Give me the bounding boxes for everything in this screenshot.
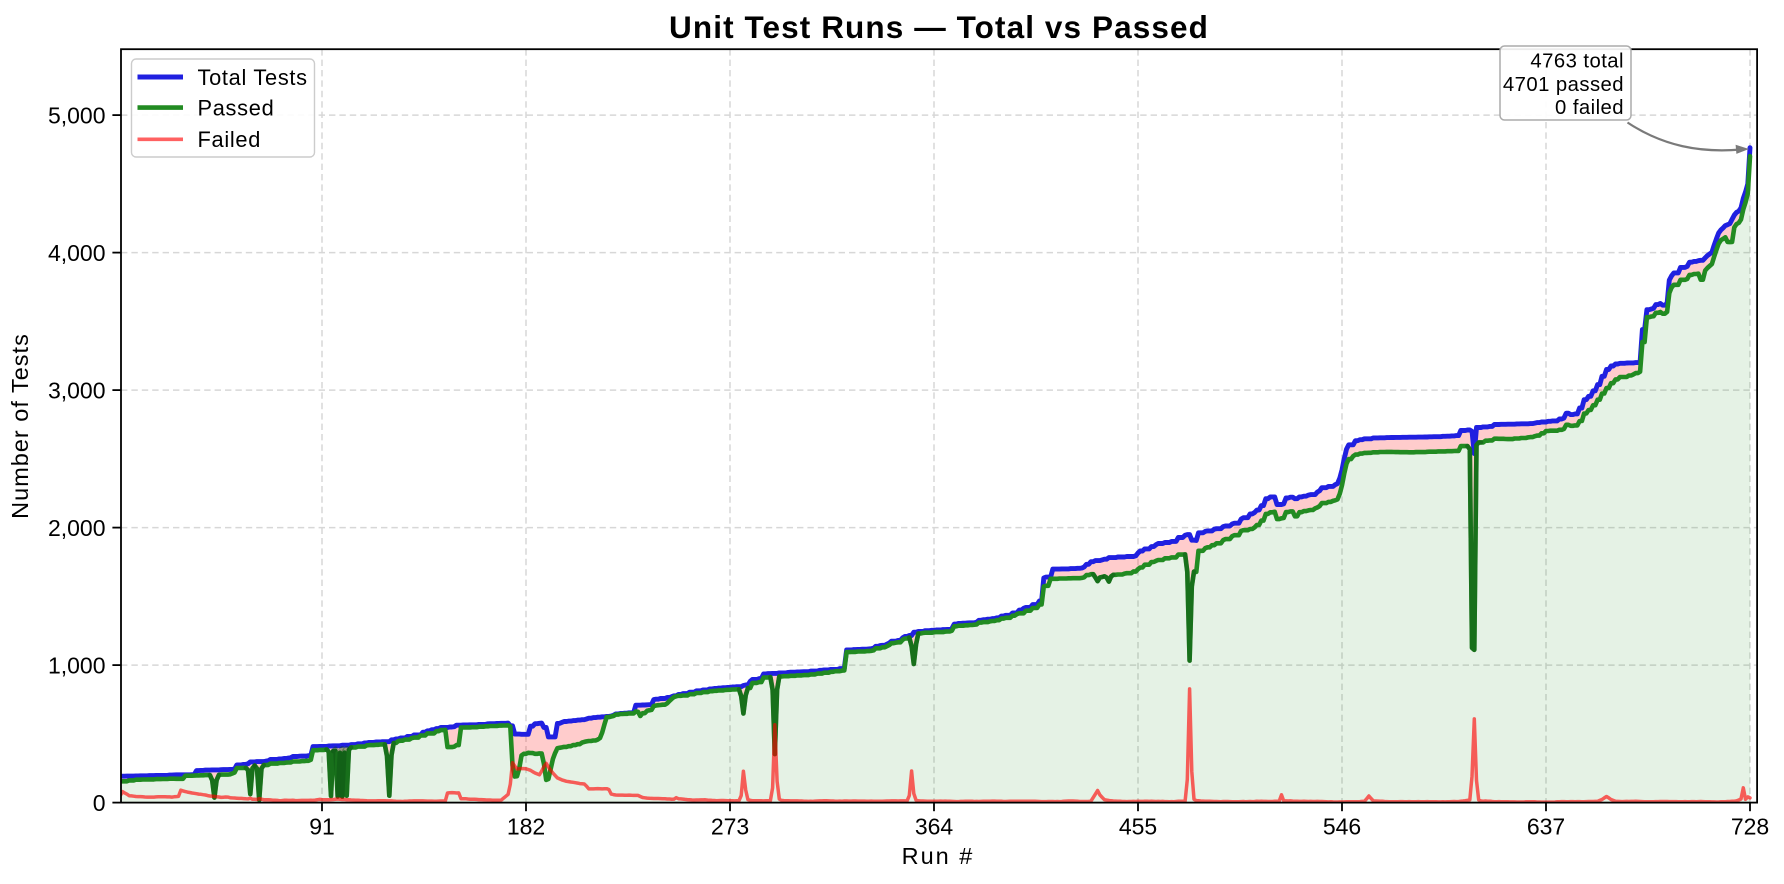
svg-text:4701 passed: 4701 passed: [1503, 74, 1624, 96]
svg-text:455: 455: [1119, 814, 1157, 840]
svg-text:Run #: Run #: [902, 843, 975, 869]
svg-text:273: 273: [711, 814, 749, 840]
svg-text:4,000: 4,000: [48, 240, 106, 266]
svg-text:2,000: 2,000: [48, 515, 106, 541]
svg-text:3,000: 3,000: [48, 377, 106, 403]
svg-text:637: 637: [1527, 814, 1565, 840]
svg-text:91: 91: [309, 814, 335, 840]
svg-text:1,000: 1,000: [48, 652, 106, 678]
svg-text:182: 182: [507, 814, 545, 840]
svg-text:Total Tests: Total Tests: [198, 65, 308, 90]
svg-text:5,000: 5,000: [48, 102, 106, 128]
svg-text:728: 728: [1731, 814, 1769, 840]
svg-text:Number of Tests: Number of Tests: [7, 333, 33, 519]
svg-text:364: 364: [915, 814, 954, 840]
svg-text:0 failed: 0 failed: [1555, 97, 1624, 119]
svg-text:Passed: Passed: [198, 96, 275, 121]
svg-text:Failed: Failed: [198, 127, 262, 152]
svg-text:546: 546: [1323, 814, 1361, 840]
svg-text:4763 total: 4763 total: [1530, 51, 1624, 73]
svg-text:Unit Test Runs — Total vs Pass: Unit Test Runs — Total vs Passed: [669, 9, 1209, 45]
svg-text:0: 0: [93, 790, 106, 816]
